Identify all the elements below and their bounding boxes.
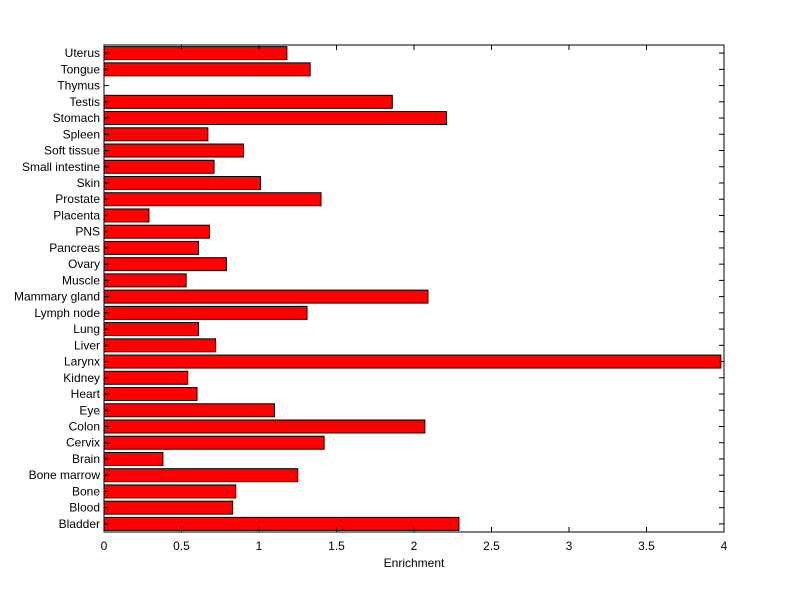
bar-placenta: [103, 208, 150, 223]
x-tick-label: 4: [721, 539, 728, 553]
category-label: Small intestine: [22, 160, 100, 174]
category-label: Uterus: [65, 46, 100, 60]
x-axis-title: Enrichment: [384, 556, 445, 570]
bar-bone: [103, 484, 237, 499]
category-label: Brain: [72, 452, 100, 466]
x-tick-label: 3: [566, 539, 573, 553]
bar-eye: [103, 403, 275, 418]
bar-colon: [103, 419, 426, 434]
x-tick-label: 2: [411, 539, 418, 553]
category-label: Kidney: [63, 371, 100, 385]
x-tick-label: 3.5: [638, 539, 655, 553]
category-label: Eye: [79, 403, 100, 417]
category-label: Placenta: [53, 208, 100, 222]
category-label: Blood: [69, 501, 100, 515]
category-label: Bone: [72, 484, 100, 498]
bar-pancreas: [103, 240, 200, 255]
bar-bone-marrow: [103, 468, 299, 483]
category-label: Lung: [73, 322, 100, 336]
category-label: Larynx: [64, 355, 100, 369]
category-label: Tongue: [61, 62, 101, 76]
ticks-group: [103, 45, 725, 532]
bars-group: [103, 46, 722, 531]
category-label: Cervix: [66, 436, 100, 450]
bar-lymph-node: [103, 305, 308, 320]
bar-small-intestine: [103, 159, 215, 174]
bar-testis: [103, 94, 393, 109]
bar-skin: [103, 175, 262, 190]
bar-ovary: [103, 257, 227, 272]
bar-kidney: [103, 370, 189, 385]
category-label: Pancreas: [49, 241, 100, 255]
category-label: Spleen: [63, 127, 100, 141]
bar-larynx: [103, 354, 722, 369]
category-label: Ovary: [68, 257, 100, 271]
category-label: Heart: [71, 387, 101, 401]
category-label: Skin: [77, 176, 100, 190]
category-label: Thymus: [57, 79, 100, 93]
bar-prostate: [103, 192, 322, 207]
category-labels: Bladder Blood Bone Bone marrow Brain Cervix Co…: [14, 46, 101, 531]
x-tick-label: 2.5: [483, 539, 500, 553]
bar-bladder: [103, 516, 460, 531]
bar-cervix: [103, 435, 325, 450]
x-tick-labels: 0 0.5 1 1.5 2 2.5 3 3.5 4: [101, 539, 728, 553]
bar-muscle: [103, 273, 187, 288]
category-label: Bladder: [59, 517, 100, 531]
category-label: PNS: [75, 225, 100, 239]
x-tick-label: 0.5: [173, 539, 190, 553]
category-label: Lymph node: [34, 306, 100, 320]
category-label: Soft tissue: [44, 144, 100, 158]
category-label: Stomach: [53, 111, 100, 125]
bar-stomach: [103, 111, 448, 126]
x-tick-label: 1.5: [328, 539, 345, 553]
x-tick-label: 0: [101, 539, 108, 553]
bar-brain: [103, 451, 164, 466]
category-label: Bone marrow: [29, 468, 101, 482]
x-tick-label: 1: [256, 539, 263, 553]
bar-spleen: [103, 127, 209, 142]
category-label: Testis: [69, 95, 100, 109]
bar-blood: [103, 500, 234, 515]
plot-frame: [103, 44, 725, 533]
category-label: Muscle: [62, 273, 100, 287]
bar-lung: [103, 322, 200, 337]
category-label: Colon: [69, 419, 100, 433]
category-label: Liver: [74, 338, 100, 352]
bar-soft-tissue: [103, 143, 244, 158]
category-label: Mammary gland: [14, 290, 100, 304]
bar-tongue: [103, 62, 311, 77]
bar-mammary-gland: [103, 289, 429, 304]
bar-heart: [103, 387, 198, 402]
category-label: Prostate: [55, 192, 100, 206]
bar-liver: [103, 338, 217, 353]
bar-pns: [103, 224, 210, 239]
